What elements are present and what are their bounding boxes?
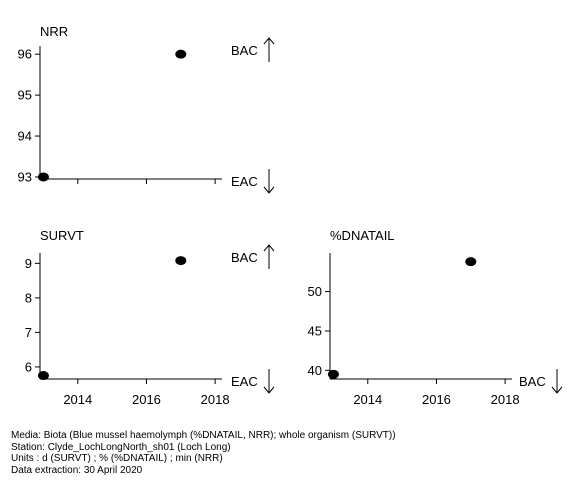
panel-1-y-tick-label: 93 xyxy=(18,169,32,184)
panel-2-bac-label: BAC xyxy=(231,250,258,265)
panel-2-y-tick-label: 7 xyxy=(25,325,32,340)
panel-3-arrowhead-down-icon xyxy=(551,386,563,394)
footer: Media: Biota (Blue mussel haemolymph (%D… xyxy=(11,430,396,476)
panel-2-data-point xyxy=(175,256,187,266)
footer-media: Media: Biota (Blue mussel haemolymph (%D… xyxy=(11,430,396,441)
panel-2-y-tick-label: 9 xyxy=(25,256,32,271)
panel-3-bac-label: BAC xyxy=(519,374,546,389)
panel-2-arrowhead-up-icon xyxy=(263,244,275,252)
panel-1-y-tick-label: 95 xyxy=(18,88,32,103)
panel-3-data-point xyxy=(465,257,477,267)
panel-3-x-tick-label: 2016 xyxy=(422,392,451,407)
footer-extraction: Data extraction: 30 April 2020 xyxy=(11,464,143,476)
panel-2-title: SURVT xyxy=(40,228,84,243)
footer-station: Station: Clyde_LochLongNorth_sh01 (Loch … xyxy=(11,441,231,453)
panel-2-data-point xyxy=(37,371,49,381)
panel-1-arrowhead-up-icon xyxy=(263,37,275,45)
footer-units: Units : d (SURVT) ; % (%DNATAIL) ; min (… xyxy=(11,453,223,464)
panel-3-x-tick-label: 2014 xyxy=(353,392,382,407)
panel-2-x-tick-label: 2018 xyxy=(201,392,230,407)
panel-1-title: NRR xyxy=(40,24,68,39)
panel-1-y-tick-label: 94 xyxy=(18,129,32,144)
panel-3-y-tick-label: 40 xyxy=(308,363,322,378)
chart-area: NRR 93 94 95 96 BAC EAC SURVT 6 7 8 9 2014 2016 2018 BA… xyxy=(18,24,563,407)
panel-3-title: %DNATAIL xyxy=(330,228,395,243)
panel-1-arrowhead-down-icon xyxy=(263,186,275,194)
panel-1-data-point xyxy=(37,172,49,182)
panel-3-data-point xyxy=(327,369,339,379)
panel-2-y-tick-label: 6 xyxy=(25,359,32,374)
panel-1-data-point xyxy=(175,49,187,59)
panel-2-arrowhead-down-icon xyxy=(263,386,275,394)
panel-2-x-tick-label: 2016 xyxy=(132,392,161,407)
panel-2-eac-label: EAC xyxy=(231,374,258,389)
panel-3-x-tick-label: 2018 xyxy=(491,392,520,407)
panel-2-y-tick-label: 8 xyxy=(25,290,32,305)
panel-1-eac-label: EAC xyxy=(231,174,258,189)
panel-1-y-tick-label: 96 xyxy=(18,47,32,62)
panel-2-x-tick-label: 2014 xyxy=(63,392,92,407)
panel-1-bac-label: BAC xyxy=(231,43,258,58)
panel-3-y-tick-label: 50 xyxy=(308,284,322,299)
panel-3-y-tick-label: 45 xyxy=(308,323,322,338)
